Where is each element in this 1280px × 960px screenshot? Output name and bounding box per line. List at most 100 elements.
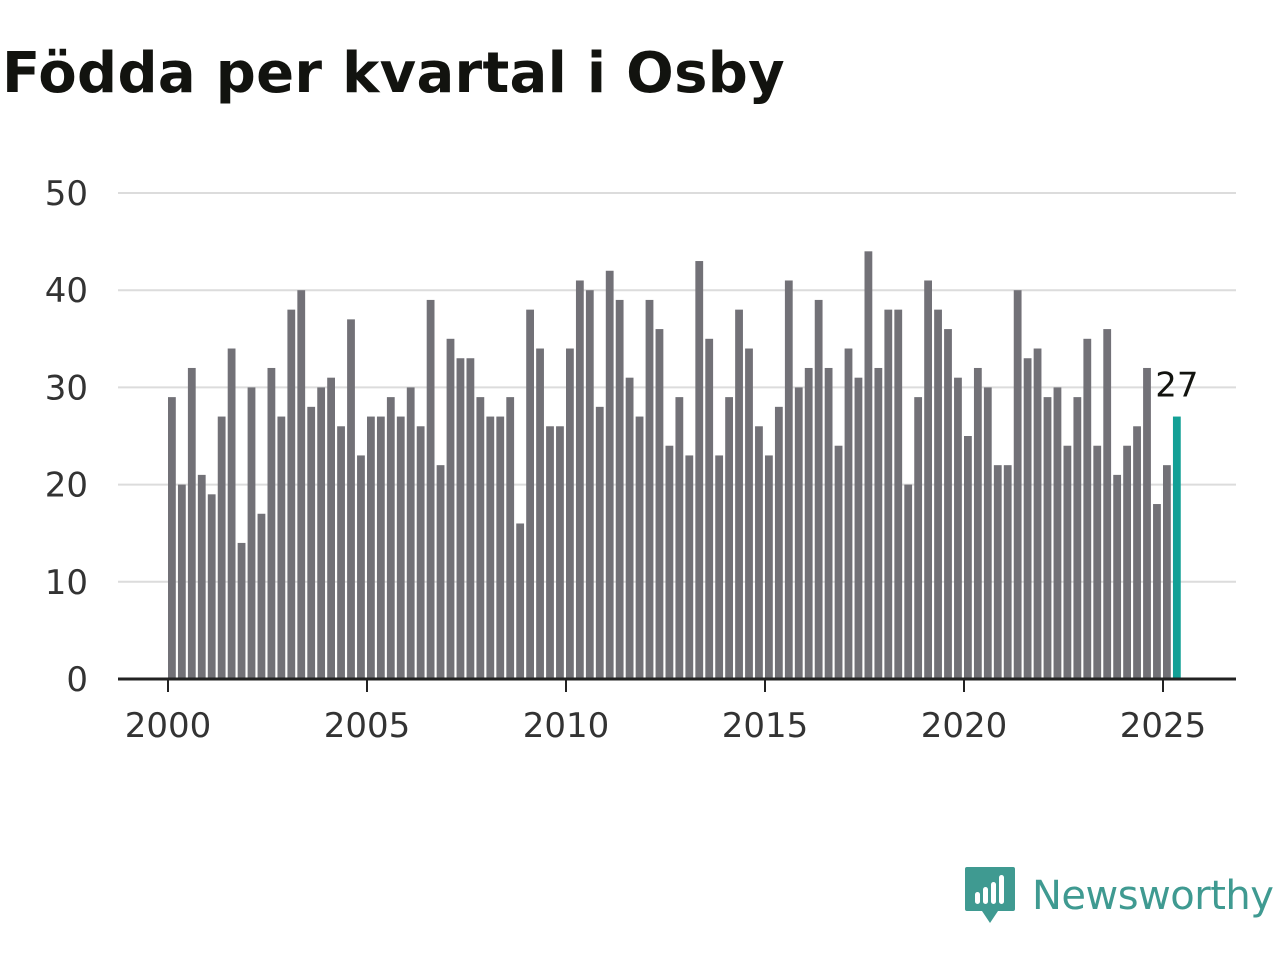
bar [1093,446,1101,679]
bar [1004,465,1012,679]
bar [546,426,554,679]
bar [467,358,475,679]
bar [765,455,773,679]
bar [317,387,325,679]
bar [1083,339,1091,679]
bar [964,436,972,679]
bar [1014,290,1022,679]
bar [954,378,962,679]
x-tick-label: 2020 [921,706,1008,746]
bar [755,426,763,679]
bar [865,251,873,679]
bar [666,446,674,679]
bar [1073,397,1081,679]
bar [208,494,216,679]
bar [417,426,425,679]
bar-chart: 0 10 20 30 40 50 2000 2005 2010 2015 2020 2025 27 [0,0,1280,800]
bar [795,387,803,679]
x-tick-label: 2025 [1120,706,1207,746]
bar [735,310,743,679]
bar [914,397,922,679]
y-tick-label: 20 [45,466,88,506]
bar [1103,329,1111,679]
brand-logo: Newsworthy [964,864,1273,928]
x-tick-label: 2000 [125,706,212,746]
bar [357,455,365,679]
bar [884,310,892,679]
bar [725,397,733,679]
bar [1054,387,1062,679]
bar [586,290,594,679]
bar [248,387,256,679]
bar [387,397,395,679]
bar [1044,397,1052,679]
bar [894,310,902,679]
bar [1133,426,1141,679]
bar [1143,368,1151,679]
bar [685,455,693,679]
bar [556,426,564,679]
bar [1064,446,1072,679]
bar [268,368,276,679]
bar [695,261,703,679]
brand-name: Newsworthy [1032,873,1273,919]
bar [785,280,793,679]
bar [526,310,534,679]
bar [496,417,504,679]
bar [566,349,574,679]
bar [1113,475,1121,679]
bar [924,280,932,679]
bar [576,280,584,679]
bar [715,455,723,679]
y-tick-label: 0 [66,660,88,700]
bar [258,514,266,679]
bar [1024,358,1032,679]
bar [287,310,295,679]
bar [1123,446,1131,679]
bar [506,397,514,679]
bar [616,300,624,679]
bar-highlight [1173,417,1181,679]
bar [297,290,305,679]
bar [347,319,355,679]
bar [397,417,405,679]
bar [168,397,176,679]
bar [277,417,285,679]
bar [457,358,465,679]
bar [705,339,713,679]
bar [1034,349,1042,679]
highlight-value-label: 27 [1155,366,1198,406]
bar [656,329,664,679]
bar [596,407,604,679]
bar [984,387,992,679]
bar [178,485,186,679]
bar [407,387,415,679]
bar [626,378,634,679]
bar [994,465,1002,679]
bar [447,339,455,679]
bar [327,378,335,679]
bar [516,523,524,679]
bar [337,426,345,679]
x-tick-label: 2010 [523,706,610,746]
x-tick-label: 2015 [722,706,809,746]
bar [745,349,753,679]
bar [427,300,435,679]
bar [845,349,853,679]
bar [377,417,385,679]
bar [228,349,236,679]
y-tick-label: 40 [45,271,88,311]
bar [815,300,823,679]
bars [168,251,1181,679]
bar [904,485,912,679]
bar [944,329,952,679]
x-tick-label: 2005 [324,706,411,746]
bar [367,417,375,679]
bar [536,349,544,679]
bar [606,271,614,679]
bar [675,397,683,679]
bar [476,397,484,679]
bar [1163,465,1171,679]
bar [855,378,863,679]
bar [636,417,644,679]
